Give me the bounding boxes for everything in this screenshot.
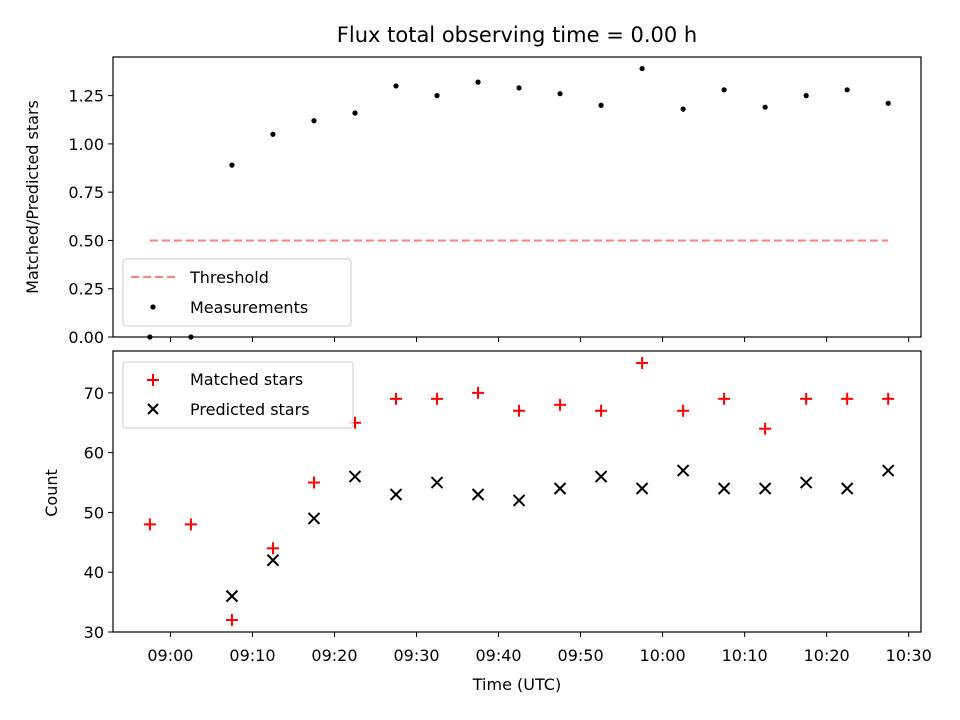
count-y-tick-label: 70 [84, 384, 104, 403]
matched-stars-point [184, 518, 197, 531]
legend-measurements-label: Measurements [190, 298, 308, 317]
matched-stars-point [882, 392, 895, 405]
legend-measurements-swatch [150, 304, 156, 310]
count-y-tick-label: 60 [84, 444, 104, 463]
matched-stars-point [595, 404, 608, 417]
measurement-point [885, 100, 891, 106]
count-y-tick-label: 40 [84, 563, 104, 582]
matched-stars-point [677, 404, 690, 417]
measurement-point [352, 110, 358, 116]
x-tick-label: 10:20 [804, 646, 850, 665]
x-tick-label: 09:50 [558, 646, 604, 665]
ratio-y-tick-label: 0.75 [68, 183, 104, 202]
predicted-stars-point [881, 464, 895, 477]
x-tick-label: 09:30 [393, 646, 439, 665]
measurement-point [721, 87, 727, 93]
matched-stars-point [636, 356, 649, 369]
measurement-point [762, 104, 768, 110]
x-tick-label: 09:40 [475, 646, 521, 665]
legend-predicted-swatch [147, 403, 159, 415]
matched-stars-point [472, 386, 485, 399]
matched-stars-point [266, 542, 279, 555]
predicted-stars-point [717, 482, 731, 495]
count-legend: Matched stars Predicted stars [122, 361, 354, 429]
x-tick-label: 09:00 [147, 646, 193, 665]
legend-matched-swatch [147, 374, 159, 386]
legend-matched-label: Matched stars [190, 370, 303, 389]
x-tick-label: 10:30 [886, 646, 932, 665]
count-y-tick-label: 50 [84, 503, 104, 522]
ratio-y-tick-label: 1.25 [68, 87, 104, 106]
ratio-y-tick-label: 1.00 [68, 135, 104, 154]
ratio-plot-frame [112, 56, 922, 338]
predicted-stars-point [594, 470, 608, 483]
count-panel: Count 30 40 50 60 70 09:00 09:10 09:20 09:30 09:4… [42, 350, 932, 665]
x-tick-label: 10:10 [722, 646, 768, 665]
predicted-stars-point [553, 482, 567, 495]
predicted-stars-point [758, 482, 772, 495]
measurement-point [516, 85, 522, 91]
predicted-stars-point [430, 476, 444, 489]
matched-stars-point [307, 476, 320, 489]
ratio-legend-box [122, 258, 352, 327]
predicted-stars-point [512, 494, 526, 507]
predicted-stars-point [389, 488, 403, 501]
measurement-point [434, 93, 440, 99]
measurement-point [475, 79, 481, 85]
predicted-stars-point [471, 488, 485, 501]
ratio-y-tick-label: 0.50 [68, 231, 104, 250]
matched-stars-point [225, 614, 238, 627]
measurement-point [598, 102, 604, 108]
x-axis-label: Time (UTC) [472, 675, 561, 694]
x-tick-label: 09:10 [229, 646, 275, 665]
ratio-legend: Threshold Measurements [122, 258, 352, 327]
legend-predicted-label: Predicted stars [190, 400, 310, 419]
count-legend-box [122, 361, 354, 429]
measurement-point [639, 65, 645, 72]
measurement-point [557, 91, 563, 97]
matched-stars-point [513, 404, 526, 417]
count-y-axis-label: Count [42, 469, 61, 517]
measurement-point [680, 106, 686, 112]
chart-title: Flux total observing time = 0.00 h [337, 23, 697, 47]
predicted-stars-point [799, 476, 813, 489]
matched-stars-point [431, 392, 444, 405]
measurement-point [311, 118, 317, 124]
ratio-y-tick-label: 0.00 [68, 328, 104, 347]
matched-stars-point [390, 392, 403, 405]
count-plot-frame [112, 350, 922, 633]
ratio-panel: Matched/Predicted stars 0.00 0.25 0.50 0.75… [23, 56, 922, 347]
predicted-stars-point [348, 470, 362, 483]
ratio-y-tick-label: 0.25 [68, 280, 104, 299]
ratio-y-axis-label: Matched/Predicted stars [23, 100, 42, 294]
measurement-point [844, 87, 850, 93]
predicted-stars-point [840, 482, 854, 495]
predicted-stars-point [266, 554, 280, 567]
matched-stars-point [841, 392, 854, 405]
x-tick-label: 09:20 [311, 646, 357, 665]
matched-stars-point [554, 398, 567, 411]
measurement-point [229, 162, 235, 168]
predicted-stars-point [676, 464, 690, 477]
predicted-stars-point [307, 512, 321, 525]
measurement-point [270, 131, 276, 137]
count-y-tick-label: 30 [84, 623, 104, 642]
matched-stars-point [800, 392, 813, 405]
predicted-stars-point [635, 482, 649, 495]
matched-stars-point [143, 518, 156, 531]
matched-stars-point [759, 422, 772, 435]
predicted-stars-point [225, 589, 239, 603]
legend-threshold-label: Threshold [189, 268, 269, 287]
x-tick-label: 10:00 [640, 646, 686, 665]
measurement-point [803, 93, 809, 99]
measurement-point [393, 83, 399, 89]
matched-stars-point [718, 392, 731, 405]
